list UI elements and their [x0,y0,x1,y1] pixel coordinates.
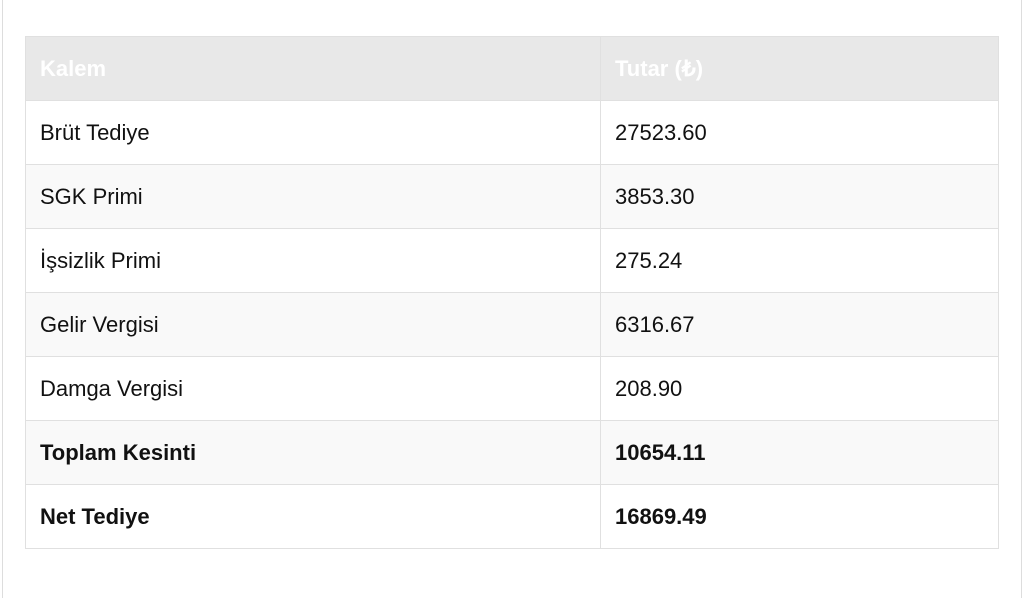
cell-amount: 27523.60 [600,100,999,165]
table-row: Net Tediye 16869.49 [25,484,999,549]
cell-item: Toplam Kesinti [25,420,601,485]
cell-amount: 10654.11 [600,420,999,485]
table-row: İşsizlik Primi 275.24 [25,228,999,293]
cell-item: Damga Vergisi [25,356,601,421]
header-tutar: Tutar (₺) [600,36,999,101]
cell-item: Brüt Tediye [25,100,601,165]
table-row: Damga Vergisi 208.90 [25,356,999,421]
cell-item: Gelir Vergisi [25,292,601,357]
cell-amount: 275.24 [600,228,999,293]
table-row: SGK Primi 3853.30 [25,164,999,229]
cell-amount: 3853.30 [600,164,999,229]
table-row: Toplam Kesinti 10654.11 [25,420,999,485]
cell-item: İşsizlik Primi [25,228,601,293]
table-row: Gelir Vergisi 6316.67 [25,292,999,357]
cell-amount: 16869.49 [600,484,999,549]
table-header-row: Kalem Tutar (₺) [25,36,999,101]
payroll-table: Kalem Tutar (₺) Brüt Tediye 27523.60 SGK P… [25,36,999,549]
cell-amount: 6316.67 [600,292,999,357]
cell-item: SGK Primi [25,164,601,229]
cell-amount: 208.90 [600,356,999,421]
table-row: Brüt Tediye 27523.60 [25,100,999,165]
cell-item: Net Tediye [25,484,601,549]
header-kalem: Kalem [25,36,601,101]
